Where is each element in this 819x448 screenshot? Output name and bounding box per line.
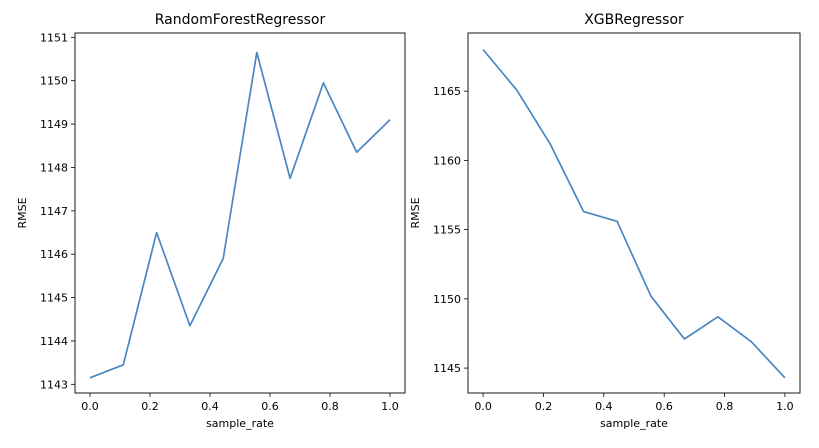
x-tick-label: 0.8 [716,400,734,413]
y-tick-label: 1145 [433,362,461,375]
chart-panel-1: RandomForestRegressor 0.0 0.2 0.4 0.6 0.8 1.0 1… [16,12,406,430]
x-tick-label: 0.0 [474,400,492,413]
series-line-1 [482,49,786,379]
data-point [389,119,391,121]
data-point [155,231,157,233]
data-point [582,210,584,212]
data-point [750,341,752,343]
x-tick-label: 0.4 [201,400,219,413]
chart-panel-2: XGBRegressor 0.0 0.2 0.4 0.6 0.8 1.0 1145 1150 11… [409,12,801,430]
x-tick-label: 0.6 [261,400,279,413]
x-tick-label: 0.2 [535,400,553,413]
x-axis-label: sample_rate [600,417,668,430]
y-tick-label: 1155 [433,224,461,237]
x-tick-label: 0.8 [321,400,339,413]
data-point [322,82,324,84]
data-point [222,257,224,259]
data-point [515,89,517,91]
y-tick-label: 1147 [40,205,68,218]
chart-title: XGBRegressor [584,12,684,28]
chart-title: RandomForestRegressor [155,12,326,28]
y-tick-label: 1150 [40,75,68,88]
y-tick-label: 1160 [433,154,461,167]
x-tick-label: 0.2 [141,400,159,413]
x-axis-label: sample_rate [206,417,274,430]
data-point [650,295,652,297]
data-point [482,48,484,50]
y-tick-label: 1143 [40,378,68,391]
y-tick-label: 1150 [433,293,461,306]
y-tick-label: 1144 [40,335,68,348]
x-tick-label: 0.6 [655,400,673,413]
data-point [256,51,258,53]
x-tick-label: 0.0 [81,400,99,413]
y-axis-label: RMSE [16,197,29,228]
data-point [122,364,124,366]
y-tick-label: 1148 [40,161,68,174]
series-line-1 [89,51,391,379]
data-point [683,338,685,340]
x-tick-label: 1.0 [776,400,794,413]
x-tick-label: 1.0 [381,400,399,413]
data-point [616,220,618,222]
data-point [784,377,786,379]
data-point [89,377,91,379]
x-tick-label: 0.4 [595,400,613,413]
plot-frame [467,32,801,394]
data-point [289,177,291,179]
y-tick-label: 1149 [40,118,68,131]
data-point [189,325,191,327]
y-tick-label: 1145 [40,292,68,305]
data-point [356,151,358,153]
plot-frame [74,32,406,394]
data-point [717,316,719,318]
data-point [549,143,551,145]
y-tick-label: 1151 [40,31,68,44]
y-axis-label: RMSE [409,197,422,228]
y-tick-label: 1146 [40,248,68,261]
y-tick-label: 1165 [433,85,461,98]
